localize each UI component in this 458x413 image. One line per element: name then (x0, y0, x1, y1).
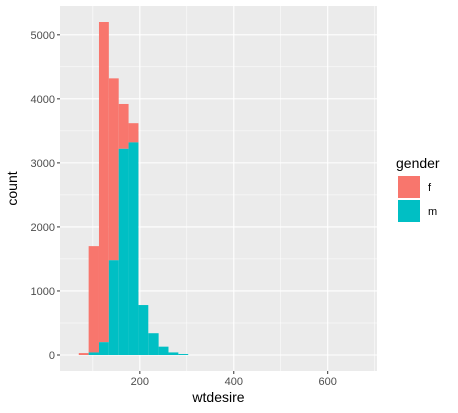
bar-f (118, 103, 129, 149)
bar-f (128, 123, 139, 143)
bar-m (178, 354, 189, 355)
bar-f (78, 353, 89, 355)
x-tick-label: 600 (319, 376, 337, 388)
x-tick-label: 400 (225, 376, 243, 388)
bar-m (118, 148, 129, 355)
bar-m (98, 342, 109, 355)
legend-key-m (398, 200, 420, 222)
bar-m (138, 305, 149, 355)
y-tick-label: 4000 (31, 94, 55, 106)
bar-m (88, 352, 99, 355)
legend-key-f (398, 176, 420, 198)
y-tick-label: 1000 (31, 286, 55, 298)
y-tick-label: 0 (49, 350, 55, 362)
legend-label-f: f (428, 182, 432, 194)
bar-f (98, 22, 109, 343)
bars (78, 22, 189, 355)
y-axis: 0 1000 2000 3000 4000 5000 (31, 30, 60, 362)
legend-title: gender (396, 155, 440, 171)
bar-m (108, 260, 119, 355)
bar-m (148, 333, 159, 355)
y-tick-label: 5000 (31, 30, 55, 42)
legend-label-m: m (428, 206, 437, 218)
bar-m (168, 352, 179, 355)
x-tick-label: 200 (131, 376, 149, 388)
y-tick-label: 3000 (31, 158, 55, 170)
bar-f (108, 78, 119, 261)
x-axis: 200 400 600 (131, 371, 337, 388)
bar-f (88, 246, 99, 353)
y-tick-label: 2000 (31, 222, 55, 234)
legend: gender f m (396, 155, 440, 222)
bar-m (128, 142, 139, 355)
x-axis-title: wtdesire (191, 389, 244, 405)
bar-m (158, 346, 169, 355)
y-axis-title: count (4, 171, 20, 205)
